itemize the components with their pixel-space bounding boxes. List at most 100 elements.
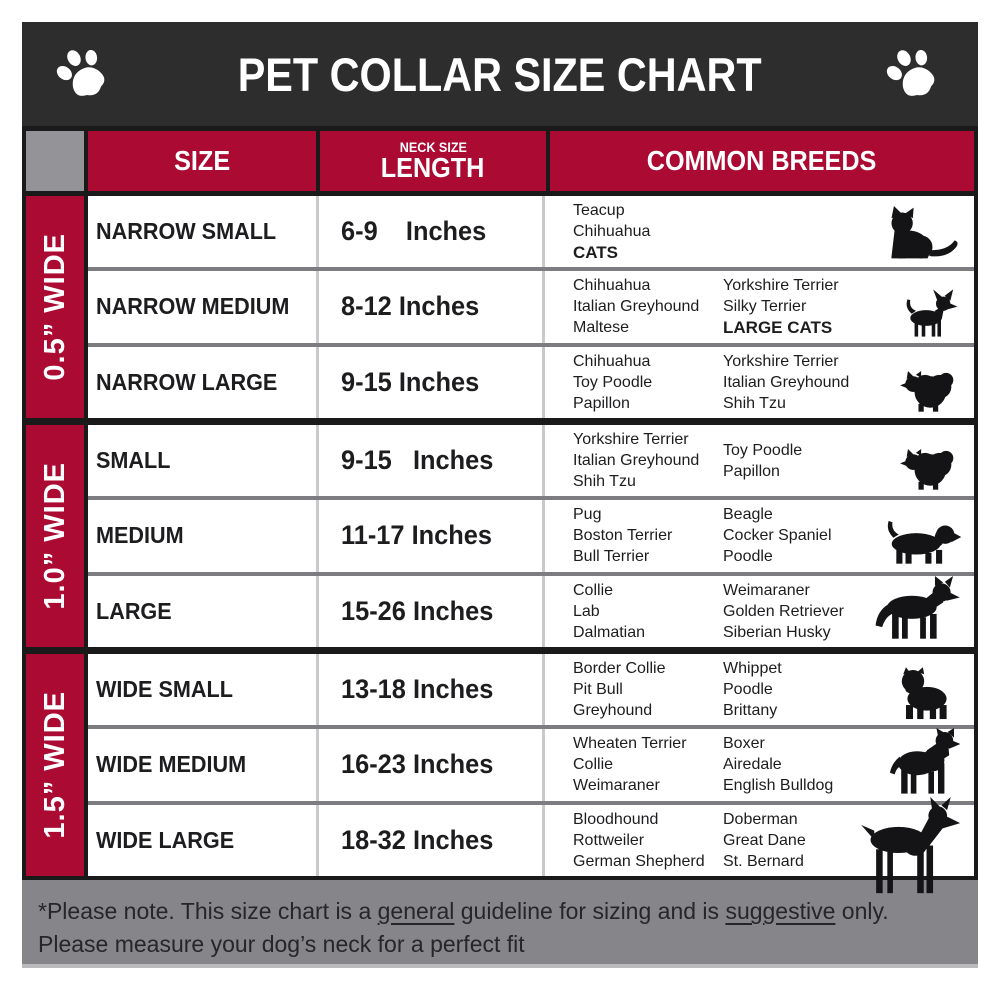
breed-list: Collie Lab Dalmatian	[573, 580, 723, 643]
cat-icon	[880, 204, 962, 262]
table-row: NARROW MEDIUM 8-12 Inches Chihuahua Ital…	[88, 267, 974, 343]
group-label-0.5-wide: 0.5” WIDE	[26, 196, 84, 418]
underlined-word: general	[377, 898, 455, 924]
size-cell: WIDE LARGE	[96, 826, 235, 853]
breed-name: Bloodhound	[573, 810, 659, 828]
table-row: WIDE MEDIUM 16-23 Inches Wheaten Terrier…	[88, 725, 974, 801]
group-label-1.5-wide: 1.5” WIDE	[26, 654, 84, 876]
breeds-cell: Chihuahua Toy Poodle Papillon Yorkshire …	[542, 346, 974, 418]
group-label-1.0-wide: 1.0” WIDE	[26, 425, 84, 647]
length-cell: 6-9 Inches	[316, 196, 542, 268]
size-cell: WIDE SMALL	[96, 676, 233, 703]
column-header-size: SIZE	[88, 131, 316, 191]
title-bar: PET COLLAR SIZE CHART	[22, 22, 978, 126]
column-header-row: SIZE NECK SIZE LENGTH COMMON BREEDS	[26, 131, 974, 191]
breed-name: Brittany	[723, 702, 778, 720]
breed-list: Weimaraner Golden Retriever Siberian Hus…	[723, 580, 974, 643]
breed-name: Rottweiler	[573, 831, 645, 849]
length-cell: 9-15 Inches	[316, 425, 542, 497]
breed-name: Beagle	[723, 506, 773, 524]
breed-name: German Shepherd	[573, 852, 705, 870]
page-title: PET COLLAR SIZE CHART	[238, 47, 762, 101]
breed-name: Toy Poodle	[723, 441, 803, 459]
breed-name: Weimaraner	[573, 777, 660, 795]
width-group-1.5: 1.5” WIDE WIDE SMALL 13-18 Inches Border…	[26, 654, 974, 894]
table-row: SMALL 9-15 Inches Yorkshire Terrier Ital…	[88, 425, 974, 497]
pitbull-icon	[882, 727, 962, 796]
length-cell: 11-17 Inches	[316, 500, 542, 572]
size-chart-sheet: PET COLLAR SIZE CHART SIZE NECK SIZE LEN…	[22, 22, 978, 968]
breed-name: Bull Terrier	[573, 548, 650, 566]
breed-name: Boston Terrier	[573, 527, 673, 545]
breeds-cell: Chihuahua Italian Greyhound Maltese York…	[542, 271, 974, 343]
size-cell: NARROW SMALL	[96, 218, 277, 245]
breeds-cell: Bloodhound Rottweiler German Shepherd Do…	[542, 796, 974, 894]
breed-name: Shih Tzu	[723, 394, 786, 412]
breed-name: Great Dane	[723, 831, 806, 849]
breed-list: Yorkshire Terrier Italian Greyhound Shih…	[573, 429, 723, 492]
pomeranian-icon	[896, 445, 962, 491]
breed-name: Poodle	[723, 548, 773, 566]
beagle-icon	[878, 513, 962, 567]
breed-name: Whippet	[723, 660, 782, 678]
size-cell: NARROW MEDIUM	[96, 293, 290, 320]
breed-name: Golden Retriever	[723, 602, 844, 620]
breed-list: Wheaten Terrier Collie Weimaraner	[573, 733, 723, 796]
column-header-length: NECK SIZE LENGTH	[320, 131, 546, 191]
note-line-2: Please measure your dog’s neck for a per…	[38, 931, 525, 957]
bulldog-icon	[892, 667, 962, 720]
length-cell: 8-12 Inches	[316, 271, 542, 343]
breed-name: Toy Poodle	[573, 373, 653, 391]
underlined-word: suggestive	[725, 898, 836, 924]
breed-name: Dalmatian	[573, 623, 646, 641]
breed-name: Wheaten Terrier	[573, 735, 687, 753]
length-cell: 9-15 Inches	[316, 346, 542, 418]
breed-name: Border Collie	[573, 660, 666, 678]
width-group-1.0: 1.0” WIDE SMALL 9-15 Inches Yorkshire Te…	[26, 425, 974, 647]
table-row: LARGE 15-26 Inches Collie Lab Dalmatian …	[88, 571, 974, 647]
size-cell: LARGE	[96, 597, 172, 624]
breed-name: Boxer	[723, 735, 765, 753]
breed-name: Collie	[573, 756, 614, 774]
breed-name: Airedale	[723, 756, 782, 774]
breed-name: Yorkshire Terrier	[723, 277, 839, 295]
doberman-icon	[850, 796, 962, 895]
breed-name: Papillon	[573, 394, 630, 412]
breed-list: Yorkshire Terrier Italian Greyhound Shih…	[723, 351, 974, 414]
breed-list: Pug Boston Terrier Bull Terrier	[573, 504, 723, 567]
table-row: MEDIUM 11-17 Inches Pug Boston Terrier B…	[88, 496, 974, 572]
breed-name: Chihuahua	[573, 223, 651, 241]
breed-name: Italian Greyhound	[723, 373, 850, 391]
breed-name: LARGE CATS	[723, 318, 833, 338]
table-row: NARROW SMALL 6-9 Inches Teacup Chihuahua…	[88, 196, 974, 268]
width-group-0.5: 0.5” WIDE NARROW SMALL 6-9 Inches Teacup…	[26, 196, 974, 418]
breed-name: Lab	[573, 602, 600, 620]
breed-name: Poodle	[723, 681, 773, 699]
breed-name: Pug	[573, 506, 602, 524]
breed-name: Shih Tzu	[573, 473, 636, 491]
column-header-breeds: COMMON BREEDS	[550, 131, 974, 191]
breed-list: Border Collie Pit Bull Greyhound	[573, 658, 723, 721]
breed-list: Beagle Cocker Spaniel Poodle	[723, 504, 974, 567]
breed-name: Siberian Husky	[723, 623, 831, 641]
size-table: SIZE NECK SIZE LENGTH COMMON BREEDS 0.5”…	[22, 126, 978, 894]
length-cell: 18-32 Inches	[316, 804, 542, 876]
size-cell: MEDIUM	[96, 522, 184, 549]
footer-note: *Please note. This size chart is a gener…	[22, 880, 978, 968]
length-cell: 13-18 Inches	[316, 654, 542, 726]
breed-name: English Bulldog	[723, 777, 834, 795]
breed-list: Whippet Poodle Brittany	[723, 658, 974, 721]
table-row: NARROW LARGE 9-15 Inches Chihuahua Toy P…	[88, 342, 974, 418]
breed-name: Italian Greyhound	[573, 452, 700, 470]
breeds-cell: Teacup Chihuahua CATS	[542, 196, 974, 268]
paw-print-icon	[54, 44, 112, 102]
breed-list: Bloodhound Rottweiler German Shepherd	[573, 809, 723, 872]
size-cell: WIDE MEDIUM	[96, 751, 247, 778]
breed-list: Yorkshire Terrier Silky Terrier LARGE CA…	[723, 275, 974, 338]
breed-name: Chihuahua	[573, 277, 651, 295]
note-line-1: *Please note. This size chart is a gener…	[38, 898, 889, 924]
length-cell: 16-23 Inches	[316, 729, 542, 801]
breed-list: Boxer Airedale English Bulldog	[723, 733, 974, 796]
breeds-cell: Yorkshire Terrier Italian Greyhound Shih…	[542, 425, 974, 497]
chihuahua-icon	[890, 288, 962, 338]
